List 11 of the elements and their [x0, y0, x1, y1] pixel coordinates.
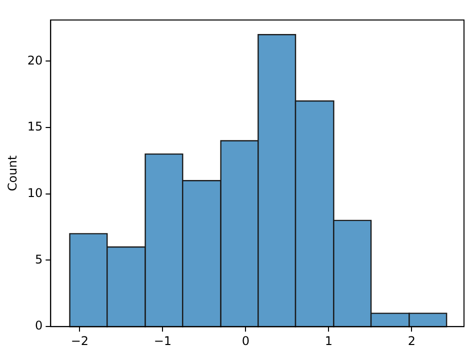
x-tick-label: 0: [242, 334, 250, 348]
y-tick-label: 20: [27, 53, 43, 68]
x-tick-label: 1: [324, 334, 333, 348]
x-tick-label: 2: [408, 334, 416, 348]
x-tick-label: −1: [154, 334, 172, 348]
y-axis-title: Count: [5, 155, 20, 192]
y-tick-label: 5: [35, 252, 43, 266]
y-tick-label: 10: [27, 186, 43, 200]
y-tick-label: 0: [35, 318, 43, 333]
x-tick-label: −2: [70, 334, 89, 348]
y-tick-label: 15: [27, 120, 43, 134]
